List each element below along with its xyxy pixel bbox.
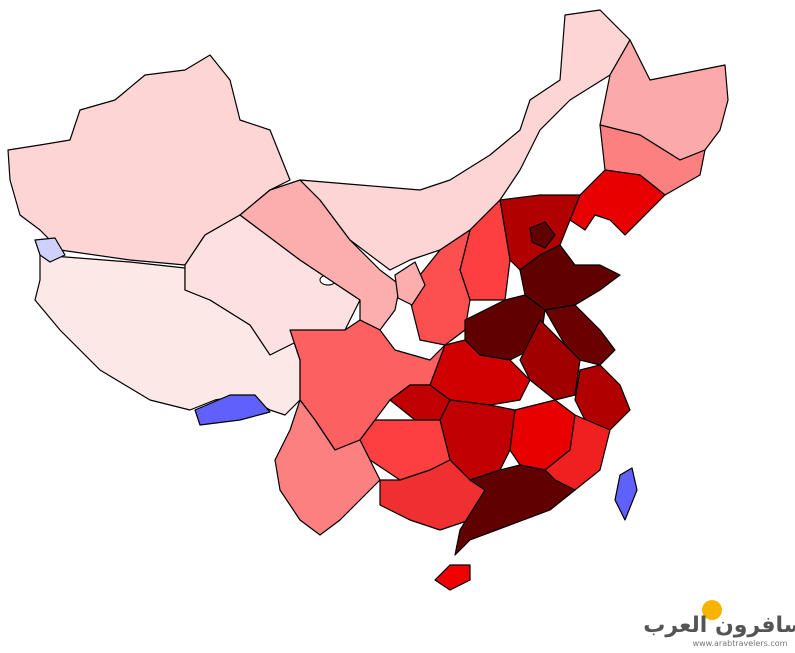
watermark-title: المسافرون العرب — [643, 613, 795, 638]
inner-mongolia — [299, 9, 631, 271]
arunachal — [194, 394, 271, 426]
watermark-url: www.arabtravelers.com — [693, 639, 788, 648]
anhui — [519, 319, 581, 401]
heilongjiang — [599, 39, 729, 161]
taiwan — [614, 467, 638, 521]
hainan — [434, 564, 471, 591]
watermark-sun — [702, 600, 722, 620]
guangdong — [454, 464, 576, 556]
zhejiang — [574, 364, 631, 431]
yunnan — [274, 399, 381, 536]
ningxia — [394, 261, 426, 306]
aksai-chin — [34, 237, 66, 263]
shandong — [519, 244, 621, 311]
watermark: المسافرون العرب www.arabtravelers.com — [643, 600, 795, 648]
beijing-tianjin — [529, 221, 556, 249]
